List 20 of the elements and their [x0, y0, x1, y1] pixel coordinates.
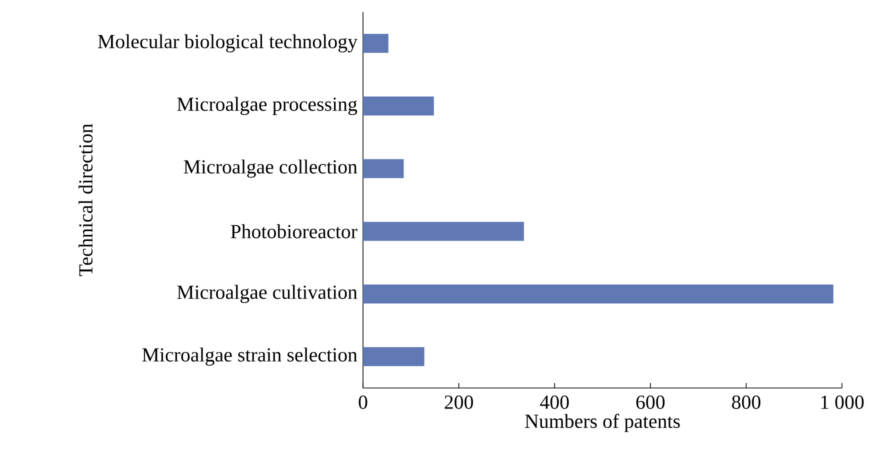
x-tick-label: 0 [358, 396, 368, 409]
x-axis-title: Numbers of patents [525, 414, 680, 432]
x-tick-label: 400 [540, 396, 569, 409]
y-tick-label: Microalgae cultivation [177, 284, 358, 304]
bar [363, 284, 834, 304]
x-tick-label: 200 [444, 396, 473, 409]
x-tick-label: 600 [636, 396, 665, 409]
bar [363, 222, 524, 241]
y-tick-label: Molecular biological technology [98, 34, 358, 52]
x-tick-label: 1 000 [821, 396, 864, 409]
y-tick-label: Microalgae collection [184, 160, 358, 178]
x-tick-label: 800 [732, 396, 760, 409]
bar [363, 96, 434, 116]
y-axis-title: Technical direction [78, 124, 93, 276]
bar [363, 34, 388, 53]
y-tick-label: Photobioreactor [230, 224, 358, 238]
bar [363, 347, 424, 366]
y-tick-label: Microalgae strain selection [142, 348, 358, 366]
y-tick-label: Microalgae processing [177, 96, 358, 116]
bar [363, 159, 404, 178]
